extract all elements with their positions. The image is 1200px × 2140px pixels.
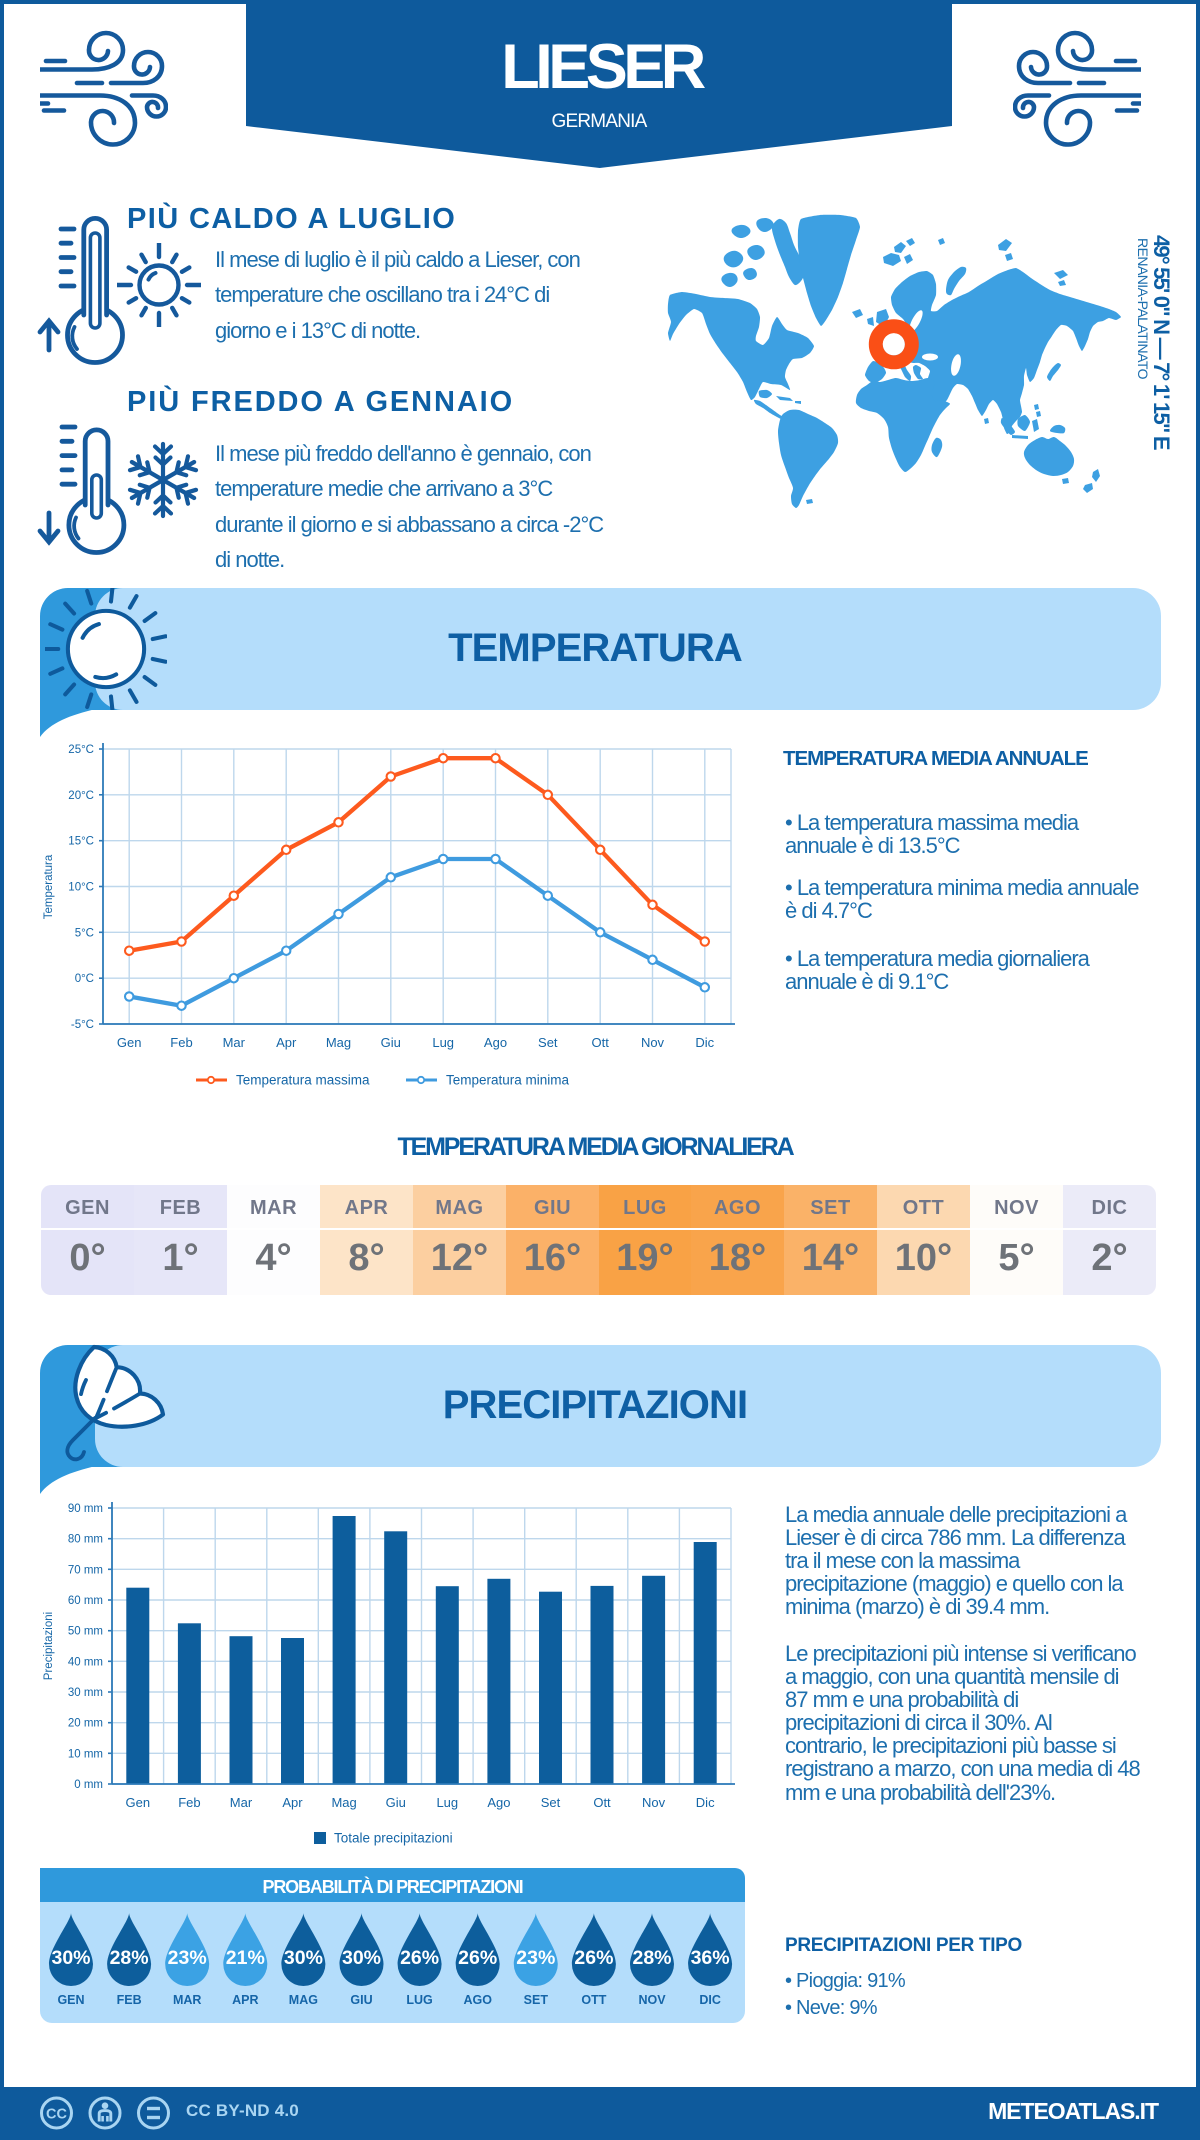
svg-text:21%: 21%: [226, 1947, 265, 1969]
svg-text:15°C: 15°C: [68, 836, 94, 848]
svg-text:Feb: Feb: [170, 1035, 192, 1050]
svg-text:70 mm: 70 mm: [68, 1564, 103, 1576]
svg-text:OTT: OTT: [581, 1993, 606, 2007]
svg-text:CC: CC: [46, 2107, 67, 2123]
svg-text:Ott: Ott: [593, 1795, 611, 1810]
svg-text:Temperatura minima: Temperatura minima: [446, 1073, 570, 1088]
svg-text:NOV: NOV: [638, 1993, 666, 2007]
svg-text:Gen: Gen: [126, 1795, 151, 1810]
svg-text:36%: 36%: [691, 1947, 730, 1969]
svg-text:AGO: AGO: [463, 1993, 492, 2007]
svg-text:Lug: Lug: [432, 1035, 454, 1050]
svg-text:Giu: Giu: [381, 1035, 401, 1050]
svg-text:Mar: Mar: [223, 1035, 246, 1050]
svg-text:26%: 26%: [458, 1947, 497, 1969]
svg-text:Mar: Mar: [230, 1795, 253, 1810]
svg-text:10°C: 10°C: [68, 882, 94, 894]
svg-text:Precipitazioni: Precipitazioni: [43, 1612, 55, 1680]
svg-text:28%: 28%: [632, 1947, 671, 1969]
svg-text:DIC: DIC: [699, 1993, 721, 2007]
svg-text:60 mm: 60 mm: [68, 1595, 103, 1607]
svg-text:MAR: MAR: [173, 1993, 201, 2007]
svg-text:23%: 23%: [516, 1947, 555, 1969]
svg-text:25°C: 25°C: [68, 744, 94, 756]
svg-text:Dic: Dic: [695, 1035, 714, 1050]
svg-text:80 mm: 80 mm: [68, 1534, 103, 1546]
svg-text:FEB: FEB: [117, 1993, 142, 2007]
svg-text:Apr: Apr: [276, 1035, 297, 1050]
svg-text:23%: 23%: [168, 1947, 207, 1969]
svg-text:Set: Set: [538, 1035, 558, 1050]
svg-text:-5°C: -5°C: [71, 1019, 94, 1031]
svg-text:0 mm: 0 mm: [74, 1779, 103, 1791]
svg-text:SET: SET: [524, 1993, 549, 2007]
svg-text:Temperatura massima: Temperatura massima: [236, 1073, 370, 1088]
svg-text:Dic: Dic: [696, 1795, 715, 1810]
svg-text:Giu: Giu: [386, 1795, 406, 1810]
svg-text:Mag: Mag: [326, 1035, 351, 1050]
svg-text:30%: 30%: [342, 1947, 381, 1969]
svg-text:Lug: Lug: [436, 1795, 458, 1810]
svg-text:Gen: Gen: [117, 1035, 142, 1050]
svg-text:GIU: GIU: [350, 1993, 372, 2007]
svg-text:LUG: LUG: [406, 1993, 432, 2007]
svg-text:5°C: 5°C: [75, 927, 94, 939]
svg-text:30%: 30%: [284, 1947, 323, 1969]
svg-text:Feb: Feb: [178, 1795, 200, 1810]
svg-text:30%: 30%: [51, 1947, 90, 1969]
svg-text:Ago: Ago: [484, 1035, 507, 1050]
svg-text:Ago: Ago: [487, 1795, 510, 1810]
svg-text:Apr: Apr: [282, 1795, 303, 1810]
svg-text:0°C: 0°C: [75, 973, 94, 985]
svg-text:30 mm: 30 mm: [68, 1687, 103, 1699]
svg-text:40 mm: 40 mm: [68, 1656, 103, 1668]
svg-text:20°C: 20°C: [68, 790, 94, 802]
svg-text:Temperatura: Temperatura: [43, 854, 55, 919]
svg-text:10 mm: 10 mm: [68, 1748, 103, 1760]
svg-text:90 mm: 90 mm: [68, 1503, 103, 1515]
svg-text:GEN: GEN: [57, 1993, 84, 2007]
svg-text:Ott: Ott: [592, 1035, 610, 1050]
svg-text:MAG: MAG: [289, 1993, 318, 2007]
svg-text:50 mm: 50 mm: [68, 1626, 103, 1638]
svg-text:Nov: Nov: [642, 1795, 666, 1810]
svg-text:Mag: Mag: [331, 1795, 356, 1810]
svg-text:20 mm: 20 mm: [68, 1718, 103, 1730]
svg-text:APR: APR: [232, 1993, 258, 2007]
svg-text:26%: 26%: [400, 1947, 439, 1969]
svg-text:Set: Set: [541, 1795, 561, 1810]
svg-text:28%: 28%: [110, 1947, 149, 1969]
svg-text:26%: 26%: [574, 1947, 613, 1969]
svg-text:Nov: Nov: [641, 1035, 665, 1050]
svg-text:Totale precipitazioni: Totale precipitazioni: [334, 1831, 453, 1846]
